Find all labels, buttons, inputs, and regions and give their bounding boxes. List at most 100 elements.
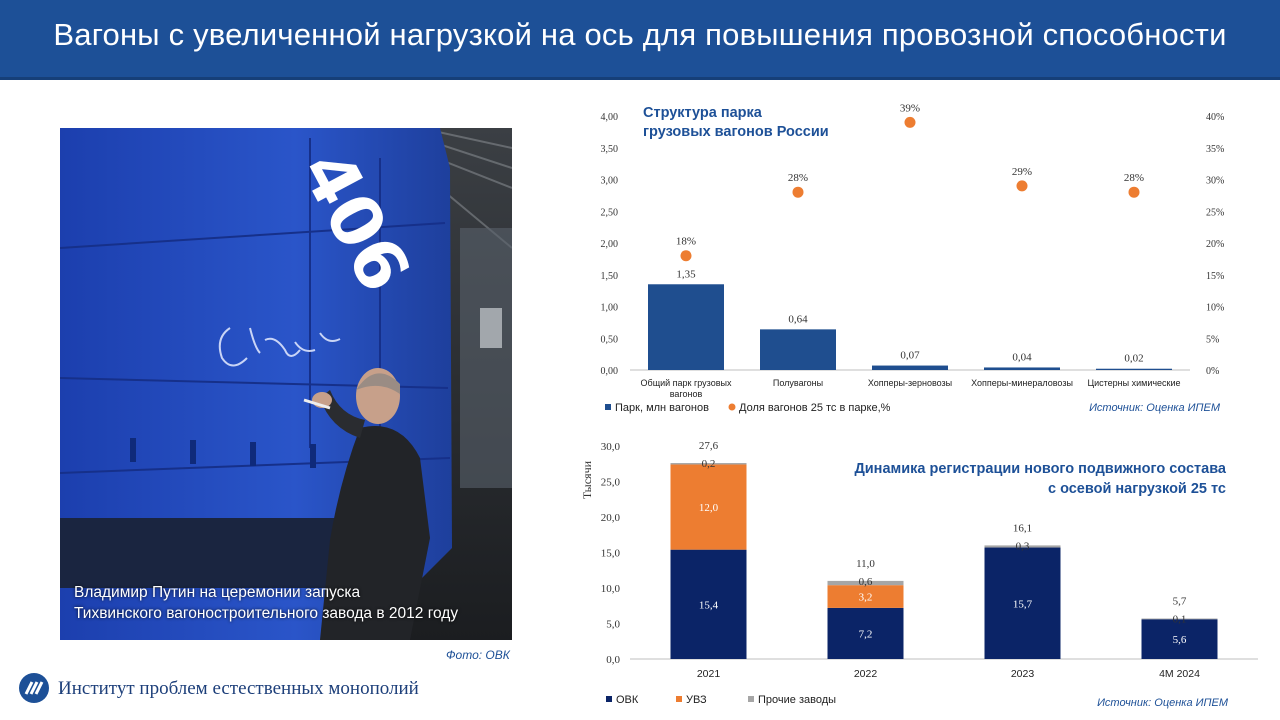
x-tick-label: Полувагоны <box>773 378 823 388</box>
y-tick-label: 0,00 <box>601 366 619 377</box>
photo-caption-line1: Владимир Путин на церемонии запуска <box>74 584 361 601</box>
share-point <box>792 186 804 198</box>
share-point <box>1128 186 1140 198</box>
stacked-bar-segment <box>670 549 747 659</box>
segment-value-label: 3,2 <box>859 592 873 604</box>
y-tick-label: 3,00 <box>601 176 619 187</box>
bar-value-label: 0,02 <box>1124 353 1143 365</box>
legend-label: Доля вагонов 25 тс в парке,% <box>739 402 891 414</box>
stacked-bar-segment <box>984 547 1061 659</box>
ipem-logo-icon <box>19 673 49 703</box>
stacked-bar-segment <box>984 545 1061 548</box>
legend-marker <box>676 696 682 702</box>
share-point <box>904 116 916 128</box>
share-value-label: 39% <box>900 102 920 114</box>
page-title: Вагоны с увеличенной нагрузкой на ось дл… <box>53 17 1227 52</box>
bar-value-label: 0,04 <box>1012 351 1032 363</box>
photo-credit: Фото: ОВК <box>446 648 510 662</box>
segment-value-label: 7,2 <box>859 628 873 640</box>
legend-marker-park <box>605 404 611 410</box>
bar <box>872 365 948 370</box>
stacked-bar-segment <box>670 463 747 465</box>
y2-tick-label: 5% <box>1206 334 1219 345</box>
segment-value-label: 5,6 <box>1173 634 1187 646</box>
y-axis-label: Тысячи <box>580 460 594 499</box>
photo-illustration: 406 <box>60 128 512 640</box>
source-note: Источник: Оценка ИПЕМ <box>1097 697 1229 709</box>
chart2-title-line1: Динамика регистрации нового подвижного с… <box>854 461 1226 477</box>
segment-value-label: 0,3 <box>1016 540 1030 552</box>
x-tick-label: Общий парк грузовых <box>641 378 732 388</box>
bar-value-label: 0,07 <box>900 350 920 362</box>
x-tick-label: Хопперы-минераловозы <box>971 378 1073 388</box>
source-note: Источник: Оценка ИПЕМ <box>1089 402 1221 414</box>
y-tick-label: 2,50 <box>601 207 619 218</box>
legend-label: УВЗ <box>686 694 707 706</box>
header-bar: Вагоны с увеличенной нагрузкой на ось дл… <box>0 0 1280 80</box>
stacked-bar-segment <box>827 580 904 586</box>
y2-tick-label: 10% <box>1206 303 1224 314</box>
y-tick-label: 1,00 <box>601 303 619 314</box>
share-point <box>1016 180 1028 192</box>
y-tick-label: 25,0 <box>601 477 621 489</box>
segment-value-label: 0,6 <box>859 576 873 588</box>
share-value-label: 28% <box>788 172 808 184</box>
y-tick-label: 15,0 <box>601 548 621 560</box>
y-tick-label: 0,50 <box>601 334 619 345</box>
y2-tick-label: 35% <box>1206 144 1224 155</box>
org-name: Институт проблем естественных монополий <box>58 678 419 699</box>
photo-caption-line2: Тихвинского вагоностроительного завода в… <box>74 605 459 622</box>
bar <box>1096 368 1172 370</box>
y-tick-label: 0,0 <box>606 654 620 666</box>
y-tick-label: 20,0 <box>601 512 621 524</box>
x-tick-label: Хопперы-зерновозы <box>868 378 952 388</box>
legend-label: Прочие заводы <box>758 694 836 706</box>
y2-tick-label: 25% <box>1206 207 1224 218</box>
total-value-label: 16,1 <box>1013 522 1032 534</box>
y-tick-label: 3,50 <box>601 144 619 155</box>
photo: 406 Владимир Путин на церемонии запуска … <box>60 128 512 640</box>
total-value-label: 11,0 <box>856 558 875 570</box>
stacked-bar-segment <box>827 607 904 659</box>
share-value-label: 18% <box>676 236 696 248</box>
chart1-title-line2: грузовых вагонов России <box>643 124 829 140</box>
legend-marker <box>606 696 612 702</box>
x-tick-label: 2022 <box>854 668 878 680</box>
photo-caption: Владимир Путин на церемонии запуска Тихв… <box>74 582 458 624</box>
y2-tick-label: 30% <box>1206 176 1224 187</box>
stacked-bar-segment <box>1141 618 1218 620</box>
total-value-label: 27,6 <box>699 440 719 452</box>
x-tick-label: вагонов <box>670 389 703 399</box>
segment-value-label: 0,1 <box>1173 614 1187 626</box>
share-point <box>680 250 692 262</box>
segment-value-label: 15,7 <box>1013 598 1033 610</box>
share-value-label: 29% <box>1012 166 1032 178</box>
y-tick-label: 5,0 <box>606 619 620 631</box>
y-tick-label: 2,00 <box>601 239 619 250</box>
stacked-bar-segment <box>827 585 904 608</box>
chart2-title-line2: с осевой нагрузкой 25 тс <box>1048 481 1226 497</box>
legend-label: Парк, млн вагонов <box>615 402 709 414</box>
total-value-label: 5,7 <box>1173 596 1187 608</box>
y2-tick-label: 15% <box>1206 271 1224 282</box>
legend-marker-share <box>728 403 736 411</box>
y-tick-label: 10,0 <box>601 583 621 595</box>
x-tick-label: 4М 2024 <box>1159 668 1200 680</box>
bar <box>760 329 836 370</box>
segment-value-label: 0,2 <box>702 458 716 470</box>
stacked-bar-segment <box>670 464 747 550</box>
x-tick-label: 2021 <box>697 668 721 680</box>
y2-tick-label: 20% <box>1206 239 1224 250</box>
y2-tick-label: 0% <box>1206 366 1219 377</box>
y-tick-label: 4,00 <box>601 112 619 123</box>
bar <box>648 284 724 370</box>
bar-value-label: 0,64 <box>788 313 808 325</box>
share-value-label: 28% <box>1124 172 1144 184</box>
legend-label: ОВК <box>616 694 639 706</box>
legend-marker <box>748 696 754 702</box>
segment-value-label: 15,4 <box>699 599 719 611</box>
stacked-bar-segment <box>1141 619 1218 659</box>
y-tick-label: 30,0 <box>601 441 621 453</box>
y2-tick-label: 40% <box>1206 112 1224 123</box>
